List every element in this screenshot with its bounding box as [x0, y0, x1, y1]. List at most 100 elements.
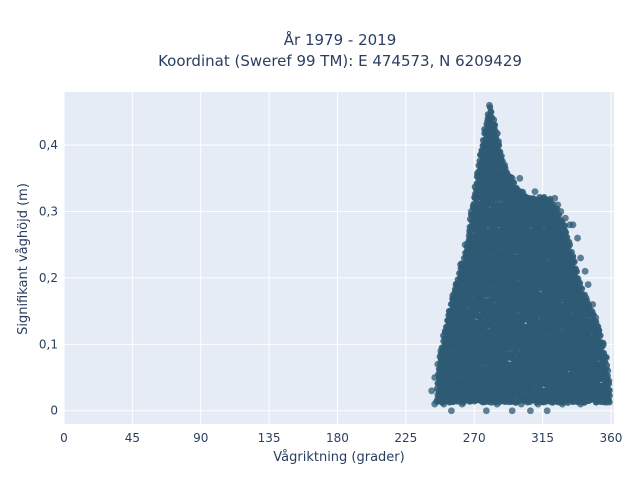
data-point: [482, 128, 490, 136]
data-point: [568, 394, 575, 401]
data-point: [437, 347, 445, 355]
data-point: [475, 168, 483, 176]
data-point: [467, 208, 475, 215]
data-point: [455, 301, 463, 308]
data-point: [434, 360, 442, 368]
data-point: [501, 208, 509, 215]
data-point: [446, 307, 454, 315]
data-point: [428, 387, 436, 395]
data-point: [484, 115, 492, 122]
y-axis-title: Signifikant våghöjd (m): [16, 183, 31, 335]
data-point: [523, 194, 531, 202]
data-point: [458, 400, 466, 408]
y-tick-label: 0,1: [39, 337, 58, 351]
cloud-point: [569, 253, 577, 260]
data-points: [428, 101, 613, 415]
data-point: [493, 400, 501, 408]
cloud-point: [494, 130, 501, 137]
data-point: [516, 174, 524, 182]
data-point: [464, 360, 472, 368]
data-point: [534, 400, 542, 408]
data-point: [501, 161, 509, 169]
data-point: [557, 208, 565, 215]
data-point: [441, 327, 449, 335]
y-tick-label: 0,2: [39, 271, 58, 285]
data-point: [574, 234, 581, 242]
data-point: [531, 314, 539, 322]
data-point: [554, 201, 562, 209]
data-point: [595, 327, 603, 335]
cloud-point: [606, 399, 613, 406]
cloud-point: [571, 258, 578, 266]
chart-title-line2: Koordinat (Sweref 99 TM): E 474573, N 62…: [158, 52, 522, 70]
data-point: [440, 400, 448, 408]
data-point: [461, 241, 469, 249]
data-point: [490, 121, 498, 129]
data-point: [577, 254, 584, 262]
cloud-point: [566, 241, 574, 249]
data-point: [470, 340, 478, 348]
cloud-point: [490, 116, 498, 124]
x-tick-label: 225: [394, 431, 417, 445]
data-point: [492, 148, 499, 156]
x-tick-label: 315: [531, 431, 554, 445]
y-tick-labels: 0 0,1 0,2 0,3 0,4: [39, 138, 58, 418]
data-point: [569, 221, 577, 229]
data-point: [508, 174, 516, 182]
data-point: [543, 394, 551, 401]
x-axis-title: Vågriktning (grader): [273, 450, 404, 465]
cloud-point: [573, 268, 580, 275]
data-point: [516, 261, 524, 269]
x-tick-label: 270: [463, 431, 486, 445]
data-point: [493, 241, 501, 249]
data-point: [577, 400, 584, 408]
data-point: [431, 374, 439, 381]
data-point: [508, 221, 516, 229]
data-point: [486, 101, 493, 109]
data-point: [508, 407, 516, 415]
data-point: [479, 367, 487, 375]
data-point: [569, 367, 577, 375]
data-point: [486, 274, 493, 282]
cloud-point: [498, 152, 505, 160]
data-point: [561, 380, 569, 388]
data-point: [577, 354, 584, 361]
data-point: [558, 400, 566, 408]
chart-title-line1: År 1979 - 2019: [284, 30, 397, 49]
data-point: [448, 407, 455, 415]
data-point: [592, 314, 600, 322]
y-tick-label: 0,4: [39, 138, 58, 152]
data-point: [478, 307, 486, 315]
cloud-point: [495, 142, 503, 149]
data-point: [481, 141, 489, 149]
data-point: [458, 274, 466, 282]
data-point: [561, 214, 569, 222]
data-point: [599, 340, 607, 348]
x-tick-label: 360: [600, 431, 623, 445]
y-tick-label: 0,3: [39, 205, 58, 219]
data-point: [489, 394, 496, 401]
data-point: [586, 380, 594, 388]
data-point: [452, 281, 460, 288]
cloud-point: [578, 285, 586, 292]
data-point: [527, 407, 534, 415]
data-point: [584, 281, 592, 288]
data-point: [457, 261, 464, 269]
data-point: [482, 407, 490, 415]
data-point: [589, 301, 597, 308]
data-point: [581, 267, 589, 275]
data-point: [603, 354, 610, 361]
data-point: [546, 201, 554, 209]
data-point: [472, 194, 480, 202]
data-point: [523, 287, 531, 295]
data-point: [452, 380, 460, 388]
data-point: [601, 380, 609, 388]
x-tick-label: 180: [326, 431, 349, 445]
data-point: [467, 387, 475, 395]
y-tick-label: 0: [50, 404, 58, 418]
data-point: [584, 334, 592, 342]
data-point: [546, 360, 554, 368]
data-point: [479, 155, 487, 162]
data-point: [539, 194, 546, 202]
